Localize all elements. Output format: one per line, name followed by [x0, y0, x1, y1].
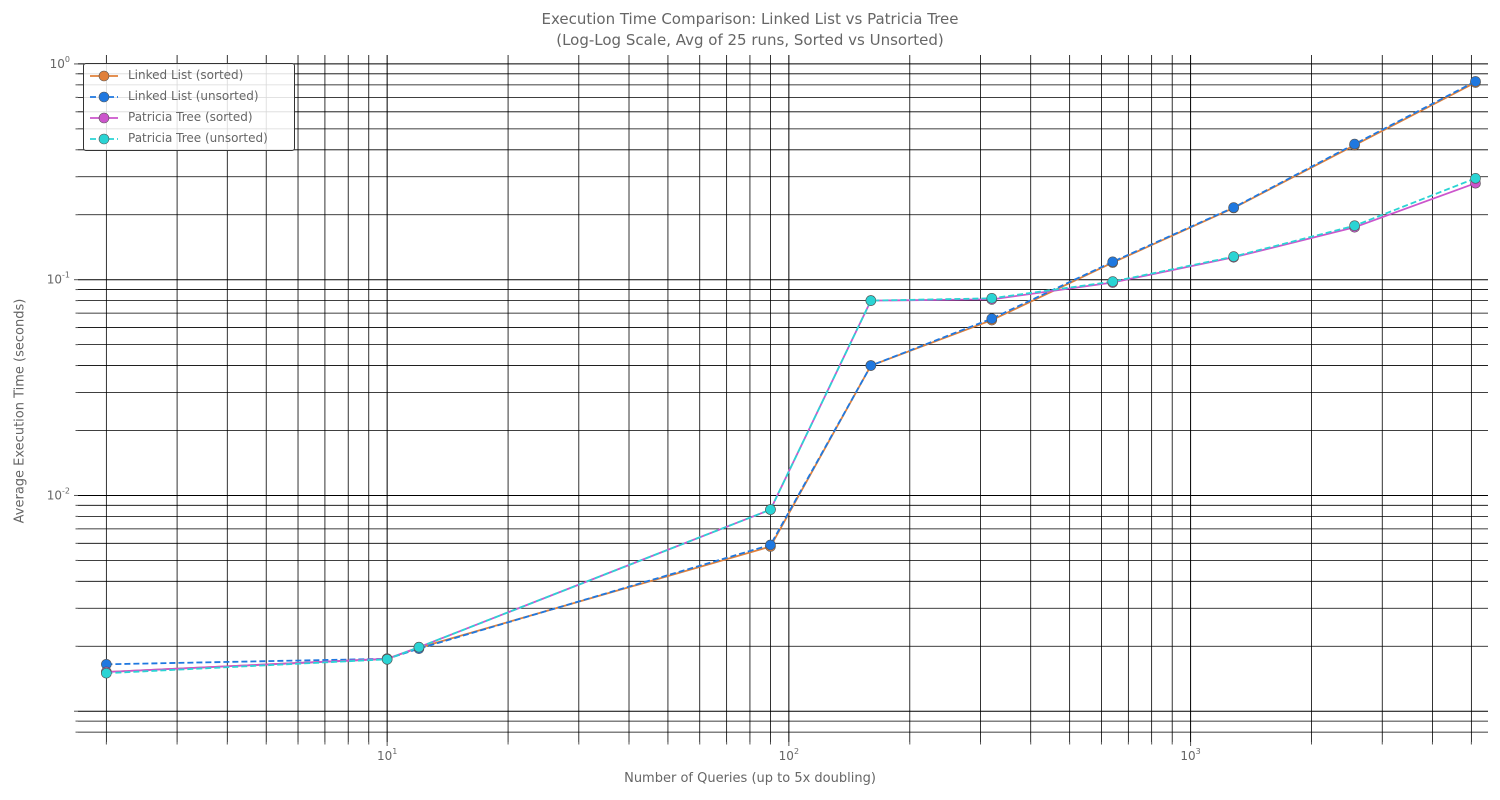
data-point — [865, 295, 877, 306]
data-point — [1349, 138, 1360, 150]
legend-item: Patricia Tree (unsorted) — [84, 129, 294, 149]
legend-marker — [98, 112, 110, 124]
series-line — [106, 177, 1476, 675]
legend-swatch — [90, 112, 118, 124]
y-axis-label: Average Execution Time (seconds) — [12, 298, 28, 524]
data-point — [381, 654, 393, 665]
x-tick-label: 102 — [779, 747, 799, 763]
legend-item: Linked List (sorted) — [84, 66, 294, 86]
x-tick-label: 101 — [377, 747, 397, 763]
y-tick-label: 10-2 — [47, 486, 70, 502]
legend-label: Linked List (sorted) — [128, 68, 244, 82]
data-point — [765, 504, 776, 515]
data-point — [1107, 276, 1119, 287]
legend-item: Patricia Tree (sorted) — [84, 108, 294, 128]
series-2 — [101, 76, 1481, 670]
chart-title: Execution Time Comparison: Linked List v… — [541, 10, 959, 28]
data-point — [765, 539, 776, 551]
legend-label: Linked List (unsorted) — [128, 89, 259, 103]
data-point — [413, 641, 425, 653]
data-point — [1228, 202, 1239, 213]
legend-swatch — [90, 133, 118, 145]
series-line — [106, 81, 1476, 673]
data-point — [1349, 220, 1360, 231]
data-point — [1470, 173, 1481, 184]
legend-swatch — [90, 91, 118, 103]
series-group — [101, 76, 1481, 679]
data-point — [986, 313, 998, 324]
data-point — [986, 292, 998, 304]
data-point — [1470, 76, 1481, 87]
y-tick-label: 10-1 — [47, 271, 70, 287]
legend-item: Linked List (unsorted) — [84, 87, 294, 107]
series-line — [106, 182, 1476, 673]
series-line — [106, 80, 1476, 666]
legend-label: Patricia Tree (sorted) — [128, 110, 253, 124]
y-tick-label: 100 — [50, 55, 70, 71]
x-tick-label: 103 — [1180, 747, 1200, 763]
legend-label: Patricia Tree (unsorted) — [128, 131, 268, 145]
legend-marker — [98, 91, 110, 103]
tick-labels: 101 102 103 100 10-1 10-2 — [47, 55, 1472, 763]
legend-marker — [98, 133, 110, 145]
legend-swatch — [90, 70, 118, 82]
data-point — [1107, 256, 1119, 268]
series-1 — [101, 77, 1481, 678]
series-3 — [101, 177, 1481, 678]
data-point — [101, 667, 112, 679]
legend: Linked List (sorted) Linked List (unsorte… — [83, 63, 295, 151]
grid — [78, 55, 1488, 742]
chart-subtitle: (Log-Log Scale, Avg of 25 runs, Sorted v… — [556, 31, 944, 49]
series-4 — [101, 173, 1481, 679]
data-point — [1228, 251, 1239, 262]
data-point — [865, 360, 877, 371]
x-axis-label: Number of Queries (up to 5x doubling) — [624, 771, 876, 786]
legend-marker — [98, 70, 110, 82]
